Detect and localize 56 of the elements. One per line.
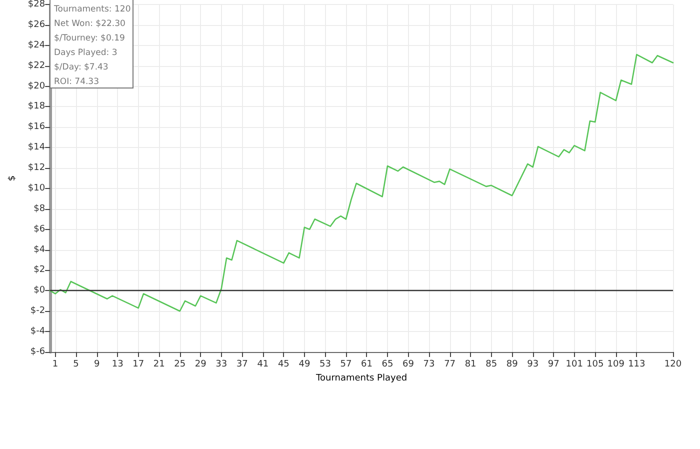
x-tick-label: 33: [216, 360, 228, 370]
x-tick-label: 105: [586, 360, 604, 370]
y-tick-label: $-2: [30, 306, 46, 316]
y-tick-label: $6: [34, 224, 46, 234]
y-tick-label: $2: [34, 265, 46, 276]
x-tick-label: 69: [402, 360, 414, 370]
x-tick-label: 21: [153, 360, 165, 370]
annotation: Days Played: 3: [54, 48, 118, 58]
x-tick-label: 9: [94, 360, 100, 370]
x-tick-label: 1: [52, 360, 58, 370]
y-tick-label: $-6: [30, 347, 46, 357]
x-tick-label: 49: [298, 360, 310, 370]
y-tick-label: $16: [28, 122, 46, 132]
y-tick-label: $20: [28, 81, 46, 92]
annotation: Tournaments: 120: [53, 4, 131, 14]
x-tick-label: 37: [236, 360, 248, 370]
annotation: ROI: 74.33: [54, 77, 100, 87]
y-axis-title: $: [8, 175, 18, 182]
y-tick-label: $-4: [30, 326, 46, 337]
x-tick-label: 85: [486, 360, 498, 370]
x-tick-label: 109: [607, 360, 625, 370]
y-tick-label: $8: [34, 204, 46, 214]
x-tick-label: 89: [506, 360, 518, 370]
x-tick-label: 73: [423, 360, 435, 370]
x-axis-title: Tournaments Played: [315, 374, 408, 384]
annotation: $/Tourney: $0.19: [54, 34, 125, 44]
x-tick-label: 101: [566, 360, 583, 370]
x-tick-label: 17: [132, 360, 144, 370]
x-tick-label: 93: [527, 360, 539, 370]
annotation: $/Day: $7.43: [54, 62, 108, 72]
x-tick-label: 5: [73, 360, 79, 370]
y-tick-label: $26: [28, 20, 46, 30]
y-tick-label: $24: [28, 40, 46, 50]
y-tick-label: $14: [28, 142, 46, 153]
y-tick-label: $22: [28, 60, 46, 71]
y-tick-label: $4: [34, 244, 46, 255]
x-tick-label: 113: [628, 360, 646, 370]
annotation: Net Won: $22.30: [54, 19, 126, 29]
x-tick-label: 77: [444, 360, 456, 370]
x-tick-label: 81: [464, 360, 476, 370]
x-tick-label: 29: [194, 360, 207, 370]
x-tick-label: 25: [174, 360, 186, 370]
x-tick-label: 57: [340, 360, 352, 370]
x-tick-label: 61: [361, 360, 372, 370]
x-tick-label: 65: [382, 360, 394, 370]
y-tick-label: $28: [28, 0, 46, 10]
y-tick-label: $10: [28, 183, 46, 194]
y-tick-label: $18: [28, 102, 46, 112]
x-tick-label: 53: [319, 360, 331, 370]
x-tick-label: 13: [112, 360, 124, 370]
x-tick-label: 97: [548, 360, 560, 370]
x-tick-label: 41: [257, 360, 269, 370]
x-tick-label: 45: [278, 360, 290, 370]
y-tick-label: $0: [34, 286, 46, 296]
x-tick-label: 120: [664, 360, 682, 370]
y-tick-label: $12: [28, 163, 46, 174]
